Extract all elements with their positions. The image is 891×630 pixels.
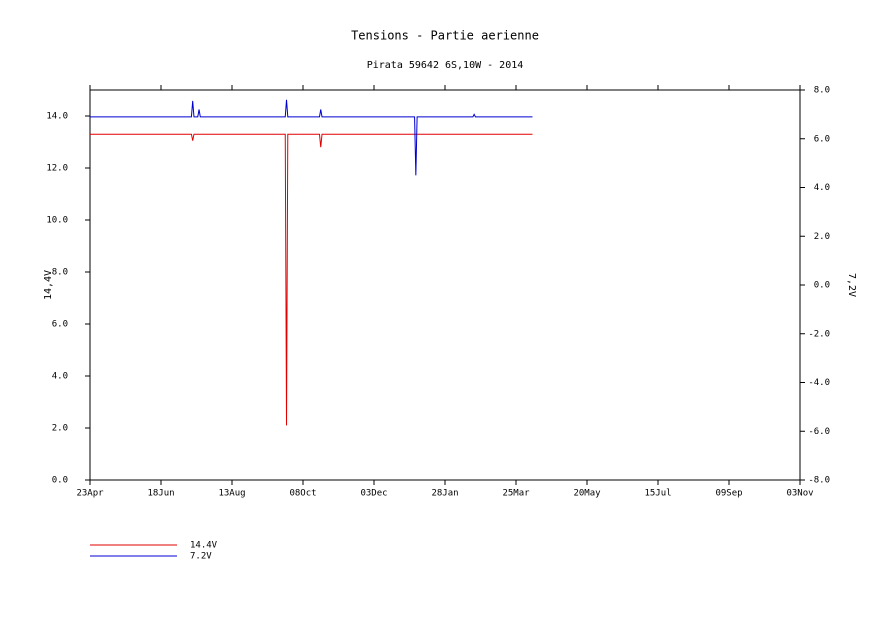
series-line — [90, 133, 533, 426]
y2-tick-label: -6.0 — [808, 427, 830, 437]
y-tick-label: 2.0 — [52, 424, 68, 434]
chart-subtitle: Pirata 59642 6S,10W - 2014 — [367, 60, 524, 71]
x-tick-label: 03Dec — [360, 489, 387, 499]
x-tick-label: 15Jul — [644, 489, 671, 499]
y-tick-label: 14.0 — [46, 112, 68, 122]
y-tick-label: 4.0 — [52, 372, 68, 382]
y2-tick-label: 0.0 — [814, 281, 830, 291]
x-tick-label: 28Jan — [431, 489, 458, 499]
y2-tick-label: -2.0 — [808, 329, 830, 339]
y2-tick-label: 8.0 — [814, 86, 830, 96]
legend-label: 14.4V — [190, 541, 218, 551]
y-tick-label: 12.0 — [46, 164, 68, 174]
x-tick-label: 20May — [573, 489, 601, 499]
x-tick-label: 08Oct — [289, 489, 316, 499]
chart-title: Tensions - Partie aerienne — [351, 29, 539, 43]
y2-tick-label: -4.0 — [808, 378, 830, 388]
y2-tick-label: 4.0 — [814, 183, 830, 193]
x-tick-label: 25Mar — [502, 489, 530, 499]
y-tick-label: 0.0 — [52, 476, 68, 486]
x-tick-label: 03Nov — [786, 489, 813, 499]
x-tick-label: 23Apr — [76, 489, 104, 499]
y-tick-label: 10.0 — [46, 216, 68, 226]
series-line — [90, 99, 533, 176]
x-tick-label: 13Aug — [218, 489, 245, 499]
y2-tick-label: 2.0 — [814, 232, 830, 242]
y2-tick-label: 6.0 — [814, 134, 830, 144]
y-tick-label: 6.0 — [52, 320, 68, 330]
y2-axis-label: 7,2V — [846, 273, 857, 297]
y-tick-label: 8.0 — [52, 268, 68, 278]
x-tick-label: 18Jun — [147, 489, 174, 499]
x-tick-label: 09Sep — [715, 489, 742, 499]
legend-label: 7.2V — [190, 552, 212, 562]
y2-tick-label: -8.0 — [808, 476, 830, 486]
y-axis-label: 14,4V — [43, 270, 54, 300]
